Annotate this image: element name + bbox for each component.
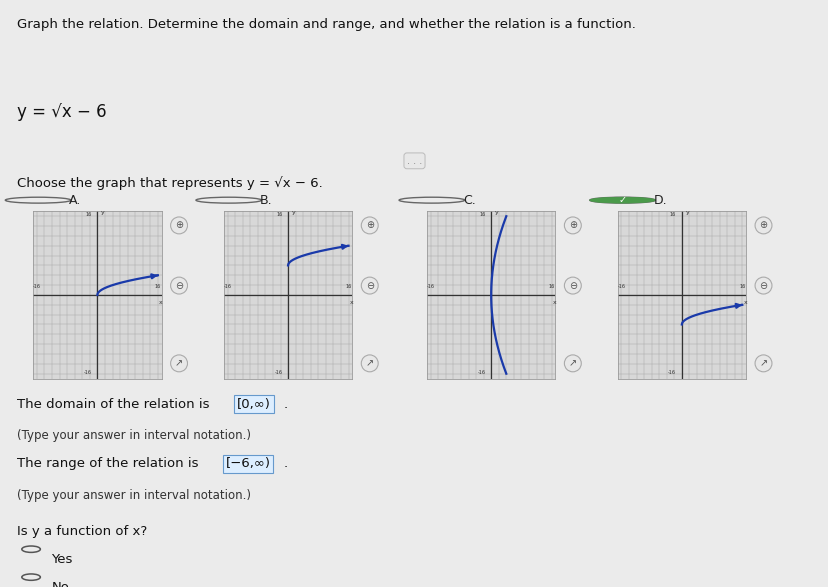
Text: ✓: ✓ xyxy=(618,195,626,205)
Text: -16: -16 xyxy=(617,284,624,289)
Text: (Type your answer in interval notation.): (Type your answer in interval notation.) xyxy=(17,430,250,443)
Text: 16: 16 xyxy=(548,284,554,289)
Text: -16: -16 xyxy=(477,370,485,375)
Circle shape xyxy=(564,277,580,294)
Text: y = √x − 6: y = √x − 6 xyxy=(17,103,106,120)
Text: . . .: . . . xyxy=(407,156,421,166)
Text: The range of the relation is: The range of the relation is xyxy=(17,457,202,470)
Text: x: x xyxy=(349,300,353,305)
Text: 16: 16 xyxy=(669,212,676,217)
Text: ⊖: ⊖ xyxy=(365,281,373,291)
Text: .: . xyxy=(283,457,287,470)
Text: A.: A. xyxy=(69,194,81,207)
Circle shape xyxy=(361,217,378,234)
Circle shape xyxy=(754,355,771,372)
Text: -16: -16 xyxy=(33,284,41,289)
Text: Yes: Yes xyxy=(51,553,73,566)
Circle shape xyxy=(361,277,378,294)
Circle shape xyxy=(754,277,771,294)
Text: Is y a function of x?: Is y a function of x? xyxy=(17,525,147,538)
Text: ⊕: ⊕ xyxy=(758,220,767,231)
Text: D.: D. xyxy=(652,194,667,207)
Text: ↗: ↗ xyxy=(758,358,767,369)
Text: Choose the graph that represents y = √x − 6.: Choose the graph that represents y = √x … xyxy=(17,177,322,190)
Text: y: y xyxy=(291,210,296,215)
Text: ⊖: ⊖ xyxy=(175,281,183,291)
Text: ⊕: ⊕ xyxy=(365,220,373,231)
Text: -16: -16 xyxy=(84,370,92,375)
Text: [−6,∞): [−6,∞) xyxy=(225,457,270,470)
Text: [0,∞): [0,∞) xyxy=(237,397,271,410)
Text: ↗: ↗ xyxy=(175,358,183,369)
Text: 16: 16 xyxy=(739,284,744,289)
Text: ⊖: ⊖ xyxy=(758,281,767,291)
Text: y: y xyxy=(494,210,498,215)
Text: x: x xyxy=(743,300,746,305)
Circle shape xyxy=(361,355,378,372)
Text: 16: 16 xyxy=(479,212,485,217)
Text: Graph the relation. Determine the domain and range, and whether the relation is : Graph the relation. Determine the domain… xyxy=(17,18,635,31)
Circle shape xyxy=(171,277,187,294)
Text: -16: -16 xyxy=(224,284,231,289)
Text: -16: -16 xyxy=(274,370,282,375)
Circle shape xyxy=(171,217,187,234)
Text: C.: C. xyxy=(462,194,475,207)
Text: .: . xyxy=(283,397,287,410)
Text: x: x xyxy=(159,300,162,305)
Text: y: y xyxy=(685,210,689,215)
Circle shape xyxy=(171,355,187,372)
Text: No: No xyxy=(51,581,70,587)
Text: The domain of the relation is: The domain of the relation is xyxy=(17,397,213,410)
Text: 16: 16 xyxy=(85,212,92,217)
Text: ↗: ↗ xyxy=(365,358,373,369)
Text: x: x xyxy=(552,300,556,305)
Text: -16: -16 xyxy=(426,284,434,289)
Circle shape xyxy=(564,355,580,372)
Text: (Type your answer in interval notation.): (Type your answer in interval notation.) xyxy=(17,490,250,502)
Circle shape xyxy=(589,197,655,203)
Text: ⊖: ⊖ xyxy=(568,281,576,291)
Circle shape xyxy=(754,217,771,234)
Text: 16: 16 xyxy=(345,284,351,289)
Text: ⊕: ⊕ xyxy=(175,220,183,231)
Text: 16: 16 xyxy=(276,212,282,217)
Text: -16: -16 xyxy=(667,370,676,375)
Text: 16: 16 xyxy=(155,284,161,289)
Text: ⊕: ⊕ xyxy=(568,220,576,231)
Text: y: y xyxy=(101,210,105,215)
Text: ↗: ↗ xyxy=(568,358,576,369)
Text: B.: B. xyxy=(259,194,272,207)
Circle shape xyxy=(564,217,580,234)
